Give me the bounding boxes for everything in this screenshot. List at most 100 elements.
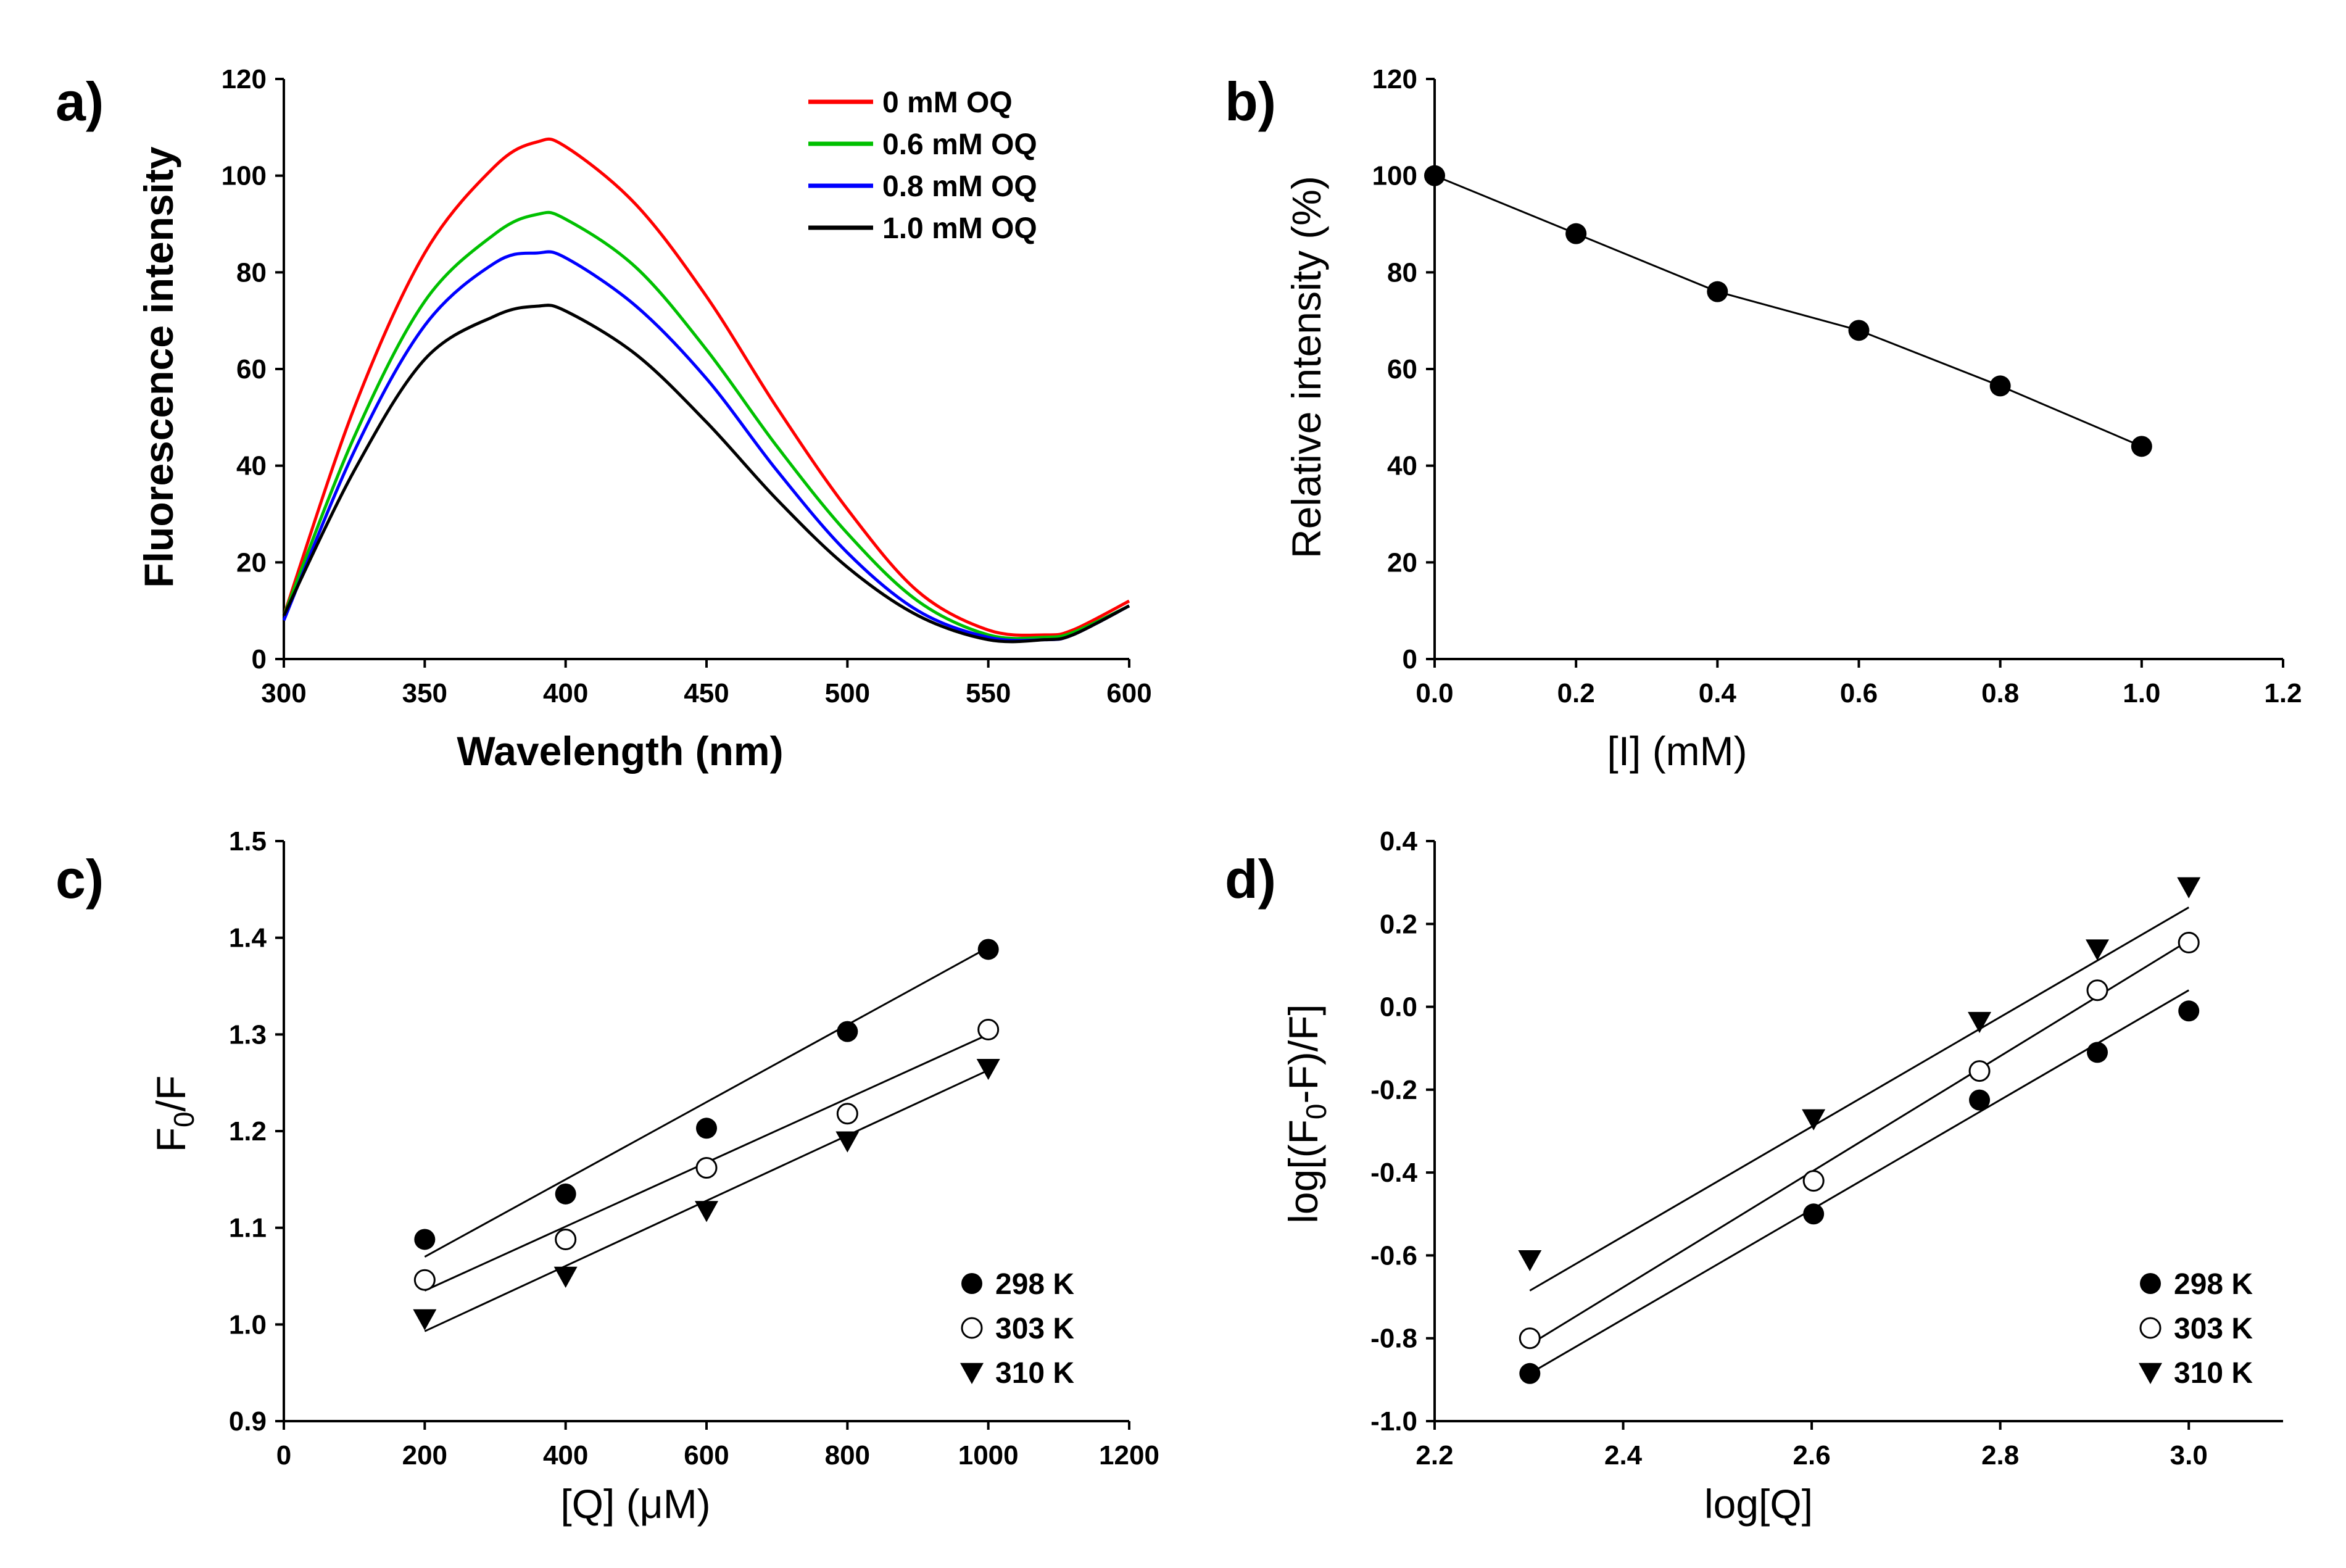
data-point-2 — [413, 1309, 437, 1330]
x-tick-label: 2.8 — [1981, 1440, 2019, 1471]
fit-line-2 — [1529, 906, 2189, 1292]
x-tick-label: 1000 — [958, 1440, 1019, 1471]
y-tick-label: 40 — [1387, 451, 1417, 481]
y-tick-label: -0.8 — [1370, 1324, 1417, 1354]
x-tick-label: 0.8 — [1981, 678, 2019, 708]
y-tick-label: 1.1 — [229, 1213, 267, 1243]
legend-marker-0 — [2140, 1273, 2161, 1294]
y-tick-label: 1.2 — [229, 1116, 267, 1147]
spectrum-line-0 — [282, 137, 1130, 637]
data-point-2 — [835, 1131, 860, 1153]
fit-line-0 — [424, 947, 989, 1258]
y-tick-label: -1.0 — [1370, 1406, 1417, 1437]
legend-marker-2 — [960, 1363, 984, 1384]
spectrum-line-2 — [282, 250, 1130, 642]
x-tick-label: 2.6 — [1793, 1440, 1831, 1471]
x-tick-label: 550 — [966, 678, 1011, 708]
panel-c-stern-volmer: c) [Q] (μM) F0/F 0 200 400 600 800 1000 12000.… — [56, 826, 1159, 1527]
x-tick-label: 0 — [276, 1440, 291, 1471]
data-point — [1565, 223, 1587, 244]
data-point-1 — [2086, 979, 2108, 1002]
data-point-0 — [1969, 1089, 1991, 1111]
data-point-1 — [1519, 1327, 1541, 1350]
panel-d-ylabel-pre: log[(F — [1280, 1119, 1326, 1224]
panel-c-ylabel-main: F — [148, 1127, 194, 1152]
y-tick-label: 0.2 — [1380, 909, 1417, 939]
panel-c-xlabel: [Q] (μM) — [560, 1481, 710, 1527]
x-tick-label: 400 — [543, 678, 588, 708]
x-tick-label: 450 — [684, 678, 729, 708]
panel-c-ylabel: F0/F — [148, 1076, 200, 1153]
data-point-2 — [1968, 1011, 1992, 1034]
panel-b-relative-intensity: b) [I] (mM) Relative intensity (%) 0.0 0.… — [1225, 64, 2302, 774]
legend-marker-2 — [2139, 1363, 2162, 1384]
legend-label-0: 0 mM OQ — [882, 86, 1013, 119]
data-point — [1424, 165, 1445, 186]
x-tick-label: 1.2 — [2264, 678, 2302, 708]
data-point-0 — [1519, 1363, 1541, 1384]
data-point-1 — [413, 1269, 436, 1291]
y-tick-label: 0 — [252, 644, 267, 674]
x-tick-label: 500 — [825, 678, 870, 708]
panel-c-plot-area: 0 200 400 600 800 1000 1200 0.9 1.0 1.1 1.2 1.3 1.4 1… — [229, 826, 1159, 1471]
y-tick-label: 40 — [236, 451, 267, 481]
y-tick-label: 1.3 — [229, 1019, 267, 1050]
y-tick-label: 0.0 — [1380, 992, 1417, 1023]
fit-line-0 — [1529, 989, 2189, 1375]
panel-a-ylabel: Fluorescence intensity — [136, 146, 181, 588]
legend-label-1: 0.6 mM OQ — [882, 128, 1037, 161]
x-tick-label: 300 — [261, 678, 306, 708]
data-point-1 — [1968, 1060, 1991, 1082]
data-point-1 — [695, 1157, 718, 1179]
fit-line-1 — [1529, 939, 2190, 1346]
y-tick-label: 20 — [1387, 547, 1417, 578]
data-point-0 — [837, 1021, 858, 1042]
y-tick-label: 1.5 — [229, 826, 267, 857]
x-tick-label: 400 — [543, 1440, 588, 1471]
x-tick-label: 0.2 — [1557, 678, 1595, 708]
legend-label-0: 298 K — [2174, 1268, 2253, 1301]
data-point-1 — [836, 1103, 858, 1125]
panel-d-ylabel-sub: 0 — [1300, 1103, 1332, 1119]
data-point-0 — [555, 1183, 576, 1205]
panel-b-plot-area: 0.0 0.2 0.4 0.6 0.8 1.0 1.2 0 20 40 60 80 100 120 — [1372, 64, 2302, 708]
data-point-0 — [696, 1118, 717, 1139]
legend-label-2: 310 K — [995, 1357, 1074, 1390]
legend-label-2: 310 K — [2174, 1357, 2253, 1390]
y-tick-label: 0.4 — [1380, 826, 1418, 857]
y-tick-label: -0.4 — [1370, 1158, 1417, 1188]
y-tick-label: 20 — [236, 547, 267, 578]
x-tick-label: 2.2 — [1415, 1440, 1453, 1471]
x-tick-label: 0.6 — [1840, 678, 1878, 708]
spectrum-line-3 — [282, 304, 1130, 644]
y-tick-label: 120 — [222, 64, 267, 94]
data-point — [1707, 281, 1728, 302]
panel-c-ylabel-tail: /F — [148, 1076, 194, 1112]
legend-label-3: 1.0 mM OQ — [882, 212, 1037, 245]
data-point-0 — [977, 939, 999, 960]
data-point-2 — [1518, 1250, 1542, 1272]
y-tick-label: 80 — [1387, 257, 1417, 288]
data-point — [1848, 320, 1870, 341]
panel-a-label: a) — [56, 71, 104, 132]
panel-c-label: c) — [56, 848, 104, 910]
y-tick-label: 0.9 — [229, 1406, 267, 1437]
data-point-1 — [1802, 1170, 1825, 1192]
x-tick-label: 3.0 — [2170, 1440, 2208, 1471]
y-tick-label: 60 — [236, 354, 267, 384]
panel-d-double-log: d) log[Q] log[(F0-F)/F] 2.2 2.4 2.6 2.8 3.0 -… — [1225, 826, 2283, 1527]
data-point-1 — [555, 1228, 577, 1250]
y-tick-label: 1.0 — [229, 1309, 267, 1340]
data-point-0 — [2087, 1042, 2108, 1063]
panel-a-xlabel: Wavelength (nm) — [457, 728, 783, 774]
panel-d-label: d) — [1225, 848, 1276, 910]
fit-line-2 — [424, 1069, 989, 1332]
panel-b-xlabel: [I] (mM) — [1607, 728, 1747, 774]
panel-d-ylabel-tail: -F)/F] — [1280, 1004, 1326, 1103]
data-point-2 — [976, 1058, 1000, 1081]
x-tick-label: 0.0 — [1415, 678, 1453, 708]
data-point-1 — [2178, 932, 2200, 953]
legend-label-1: 303 K — [995, 1313, 1074, 1345]
x-tick-label: 1.0 — [2123, 678, 2160, 708]
y-tick-label: -0.6 — [1370, 1240, 1417, 1271]
